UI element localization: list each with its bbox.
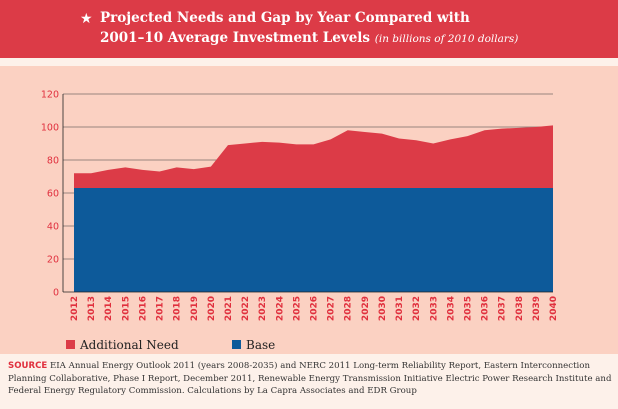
x-tick-label-2021: 2021 [224, 296, 234, 321]
x-tick-label-2020: 2020 [207, 296, 217, 321]
x-tick-label-2023: 2023 [258, 296, 268, 321]
x-tick-label-2040: 2040 [549, 296, 559, 321]
x-tick-label-2012: 2012 [70, 296, 80, 321]
y-tick-label-40: 40 [47, 222, 59, 233]
legend-label-additional-need: Additional Need [80, 338, 179, 352]
x-tick-label-2037: 2037 [498, 296, 508, 321]
x-tick-label-2015: 2015 [121, 296, 131, 321]
x-tick-label-2030: 2030 [378, 296, 388, 321]
legend-label-base: Base [246, 338, 276, 352]
x-tick-label-2035: 2035 [463, 296, 473, 321]
legend-item-additional-need: Additional Need [66, 338, 179, 352]
x-tick-label-2016: 2016 [138, 296, 148, 321]
y-tick-label-80: 80 [47, 156, 59, 167]
x-tick-label-2039: 2039 [532, 296, 542, 321]
chart-panel: 0 20 40 60 80 100 120 2012 2013 2014 2015 2016 2017… [0, 66, 618, 354]
x-tick-label-2014: 2014 [104, 296, 114, 321]
y-tick-label-100: 100 [41, 123, 59, 134]
x-tick-label-2024: 2024 [275, 296, 285, 321]
x-tick-label-2029: 2029 [361, 296, 371, 321]
x-tick-label-2028: 2028 [344, 296, 354, 321]
x-tick-label-2018: 2018 [173, 296, 183, 321]
y-tick-labels: 0 20 40 60 80 100 120 [41, 90, 59, 299]
area-additional-need [74, 125, 553, 189]
source-text: EIA Annual Energy Outlook 2011 (years 20… [8, 361, 612, 396]
x-tick-label-2034: 2034 [446, 296, 456, 321]
y-tick-label-60: 60 [47, 189, 59, 200]
star-icon: ★ [80, 11, 93, 27]
x-tick-label-2027: 2027 [327, 296, 337, 321]
x-tick-label-2038: 2038 [515, 296, 525, 321]
x-tick-label-2013: 2013 [87, 296, 97, 321]
axes [62, 94, 553, 293]
x-tick-labels: 2012 2013 2014 2015 2016 2017 2018 2019 2020 2021… [70, 296, 559, 321]
x-tick-label-2033: 2033 [429, 296, 439, 321]
x-tick-label-2019: 2019 [190, 296, 200, 321]
x-tick-label-2022: 2022 [241, 296, 251, 321]
legend-item-base: Base [232, 338, 275, 352]
x-tick-label-2031: 2031 [395, 296, 405, 321]
chart-title-line2-text: 2001–10 Average Investment Levels [100, 30, 371, 46]
source-label: SOURCE [8, 361, 48, 371]
chart-header: ★ Projected Needs and Gap by Year Compar… [0, 0, 618, 58]
y-tick-label-120: 120 [41, 90, 59, 101]
y-tick-label-20: 20 [47, 255, 59, 266]
x-tick-label-2025: 2025 [292, 296, 302, 321]
source-note: SOURCE EIA Annual Energy Outlook 2011 (y… [8, 360, 612, 398]
x-tick-label-2026: 2026 [310, 296, 320, 321]
area-base [74, 188, 553, 292]
legend-swatch-base [232, 340, 241, 349]
legend-swatch-additional-need [66, 340, 75, 349]
areas [74, 125, 553, 292]
y-tick-label-0: 0 [53, 288, 59, 299]
x-tick-label-2036: 2036 [481, 296, 491, 321]
chart-subtitle: (in billions of 2010 dollars) [374, 33, 519, 45]
x-tick-label-2017: 2017 [156, 296, 166, 321]
chart-title-line2: 2001–10 Average Investment Levels (in bi… [100, 29, 518, 48]
x-tick-label-2032: 2032 [412, 296, 422, 321]
chart-title-line1: Projected Needs and Gap by Year Compared… [100, 10, 470, 26]
